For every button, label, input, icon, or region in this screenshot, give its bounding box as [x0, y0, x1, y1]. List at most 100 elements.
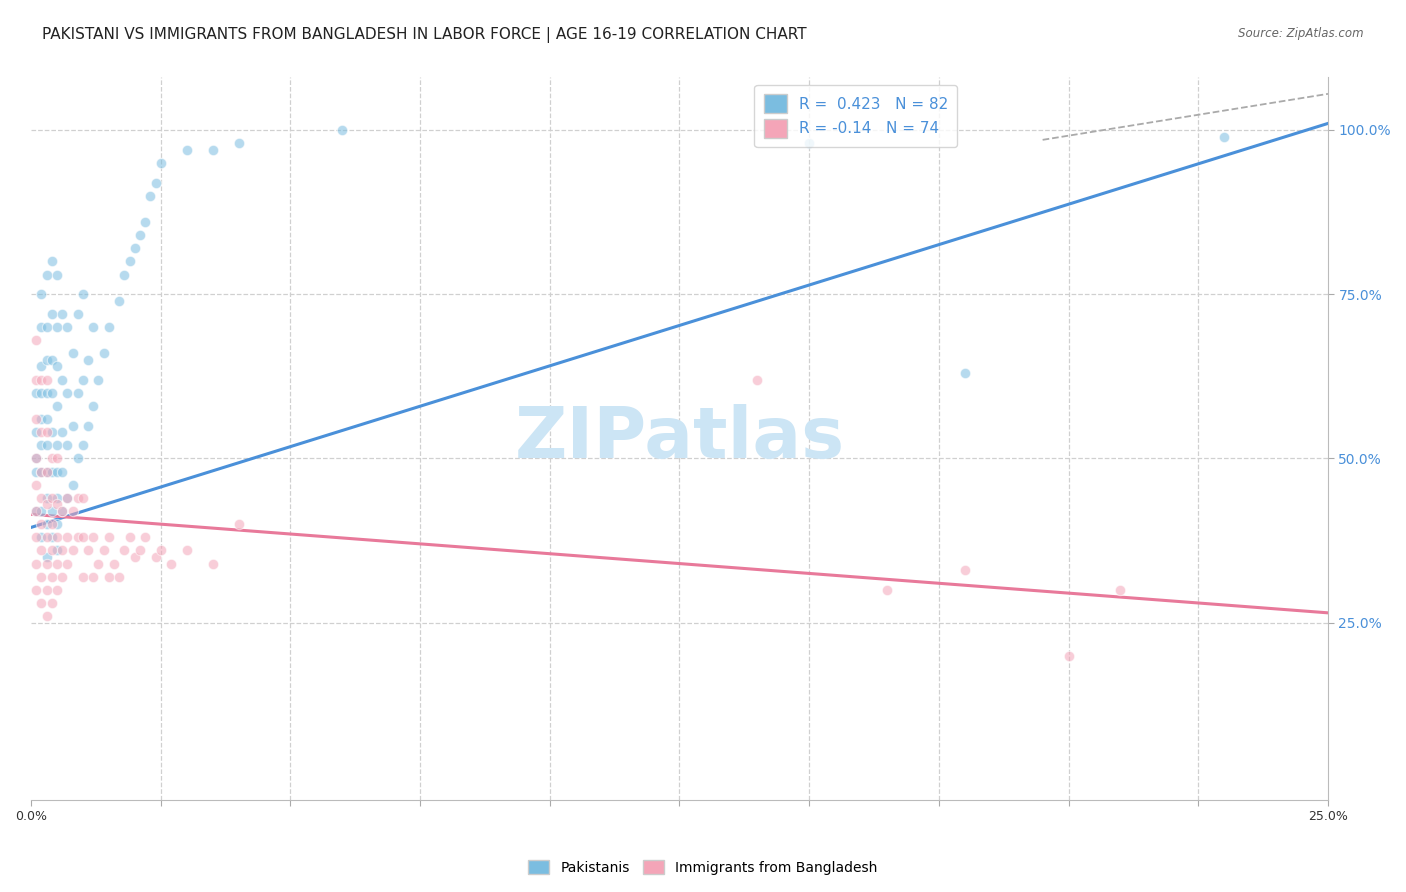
Point: [139, 188, 162, 202]
Point: [41, 530, 63, 544]
Point: [25, 412, 48, 426]
Point: [201, 143, 224, 157]
Point: [25, 451, 48, 466]
Point: [45, 399, 67, 413]
Point: [35, 320, 58, 334]
Point: [201, 557, 224, 571]
Point: [66, 385, 89, 400]
Point: [87, 557, 110, 571]
Point: [35, 465, 58, 479]
Point: [82, 399, 104, 413]
Point: [30, 287, 52, 301]
Point: [45, 498, 67, 512]
Point: [62, 504, 84, 518]
Point: [56, 491, 79, 505]
Point: [72, 530, 94, 544]
Point: [77, 352, 100, 367]
Point: [129, 228, 152, 243]
Point: [30, 517, 52, 532]
Point: [145, 549, 167, 564]
Point: [35, 412, 58, 426]
Point: [35, 268, 58, 282]
Point: [62, 543, 84, 558]
Point: [25, 530, 48, 544]
Point: [77, 418, 100, 433]
Point: [82, 320, 104, 334]
Point: [25, 477, 48, 491]
Point: [51, 465, 73, 479]
Point: [25, 582, 48, 597]
Point: [129, 543, 152, 558]
Point: [30, 373, 52, 387]
Point: [51, 570, 73, 584]
Point: [330, 123, 353, 137]
Point: [35, 352, 58, 367]
Point: [41, 517, 63, 532]
Text: Source: ZipAtlas.com: Source: ZipAtlas.com: [1239, 27, 1364, 40]
Point: [97, 570, 120, 584]
Point: [799, 136, 821, 150]
Point: [134, 215, 156, 229]
Point: [160, 557, 183, 571]
Point: [953, 563, 976, 577]
Legend: R =  0.423   N = 82, R = -0.14   N = 74: R = 0.423 N = 82, R = -0.14 N = 74: [755, 85, 957, 147]
Legend: Pakistanis, Immigrants from Bangladesh: Pakistanis, Immigrants from Bangladesh: [523, 855, 883, 880]
Point: [45, 320, 67, 334]
Point: [747, 373, 769, 387]
Point: [56, 385, 79, 400]
Point: [35, 557, 58, 571]
Point: [45, 582, 67, 597]
Point: [51, 504, 73, 518]
Point: [25, 425, 48, 440]
Point: [112, 543, 135, 558]
Point: [30, 465, 52, 479]
Point: [51, 373, 73, 387]
Point: [25, 557, 48, 571]
Point: [25, 504, 48, 518]
Point: [93, 346, 115, 360]
Point: [35, 385, 58, 400]
Point: [41, 307, 63, 321]
Point: [30, 385, 52, 400]
Point: [176, 143, 198, 157]
Point: [72, 438, 94, 452]
Point: [35, 530, 58, 544]
Point: [25, 333, 48, 347]
Point: [118, 254, 141, 268]
Point: [45, 491, 67, 505]
Point: [62, 477, 84, 491]
Point: [45, 451, 67, 466]
Point: [35, 609, 58, 624]
Point: [149, 156, 172, 170]
Point: [228, 136, 250, 150]
Point: [953, 366, 976, 380]
Point: [77, 543, 100, 558]
Point: [82, 530, 104, 544]
Point: [56, 491, 79, 505]
Point: [45, 530, 67, 544]
Point: [35, 498, 58, 512]
Point: [25, 385, 48, 400]
Point: [41, 491, 63, 505]
Point: [51, 425, 73, 440]
Point: [66, 307, 89, 321]
Point: [62, 418, 84, 433]
Point: [45, 517, 67, 532]
Point: [41, 352, 63, 367]
Point: [51, 504, 73, 518]
Point: [30, 320, 52, 334]
Point: [45, 359, 67, 374]
Point: [176, 543, 198, 558]
Point: [72, 491, 94, 505]
Point: [41, 465, 63, 479]
Point: [30, 438, 52, 452]
Point: [108, 293, 131, 308]
Point: [56, 320, 79, 334]
Point: [25, 465, 48, 479]
Point: [87, 373, 110, 387]
Point: [35, 465, 58, 479]
Point: [124, 241, 146, 255]
Point: [1057, 648, 1080, 663]
Point: [25, 451, 48, 466]
Point: [30, 412, 52, 426]
